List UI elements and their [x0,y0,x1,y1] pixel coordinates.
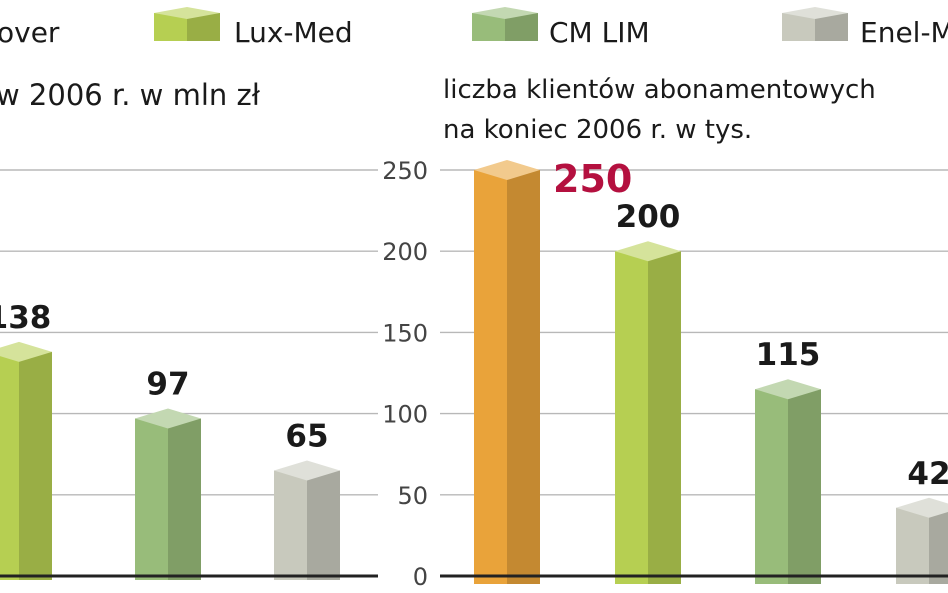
left-bar-value-label-2: 97 [146,366,189,402]
left-bar-value-label-1: 138 [0,300,51,336]
legend-label-0: over [0,16,60,49]
right-bar-0 [474,160,540,584]
right-y-tick-label: 150 [382,319,428,347]
left-chart-bars: 138 97 65 [0,300,340,580]
right-y-tick-label: 100 [382,401,428,429]
legend-label-1: Lux-Med [234,16,353,49]
legend-label-2: CM LIM [549,16,650,49]
left-bar-3 [274,460,340,580]
right-bar-1 [615,241,681,584]
left-bar-1 [0,341,52,580]
left-bar-value-label-3: 65 [285,418,328,454]
right-chart-y-axis: 250 200 150 100 50 0 [382,157,428,591]
legend-swatch-3 [782,7,848,41]
right-y-tick-label: 0 [413,563,428,591]
right-bar-value-label-0: 250 [553,157,632,201]
right-bar-value-label-2: 115 [756,337,821,373]
legend-swatch-1 [154,7,220,41]
right-y-tick-label: 50 [397,482,428,510]
right-chart-title-line-1: liczba klientów abonamentowych [443,75,876,105]
right-y-tick-label: 200 [382,238,428,266]
legend-label-3: Enel-M [860,16,948,49]
legend-swatch-2 [472,7,538,41]
right-y-tick-label: 250 [382,157,428,185]
legend: over Lux-Med CM LIM Enel-M [0,7,948,49]
left-bar-2 [135,408,201,580]
left-chart-title: w 2006 r. w mln zł [0,78,261,112]
right-chart-title-line-2: na koniec 2006 r. w tys. [443,115,752,145]
right-bar-value-label-1: 200 [616,199,681,235]
right-bar-3 [896,497,948,584]
right-bar-2 [755,379,821,584]
right-bar-value-label-3: 42 [907,456,948,492]
